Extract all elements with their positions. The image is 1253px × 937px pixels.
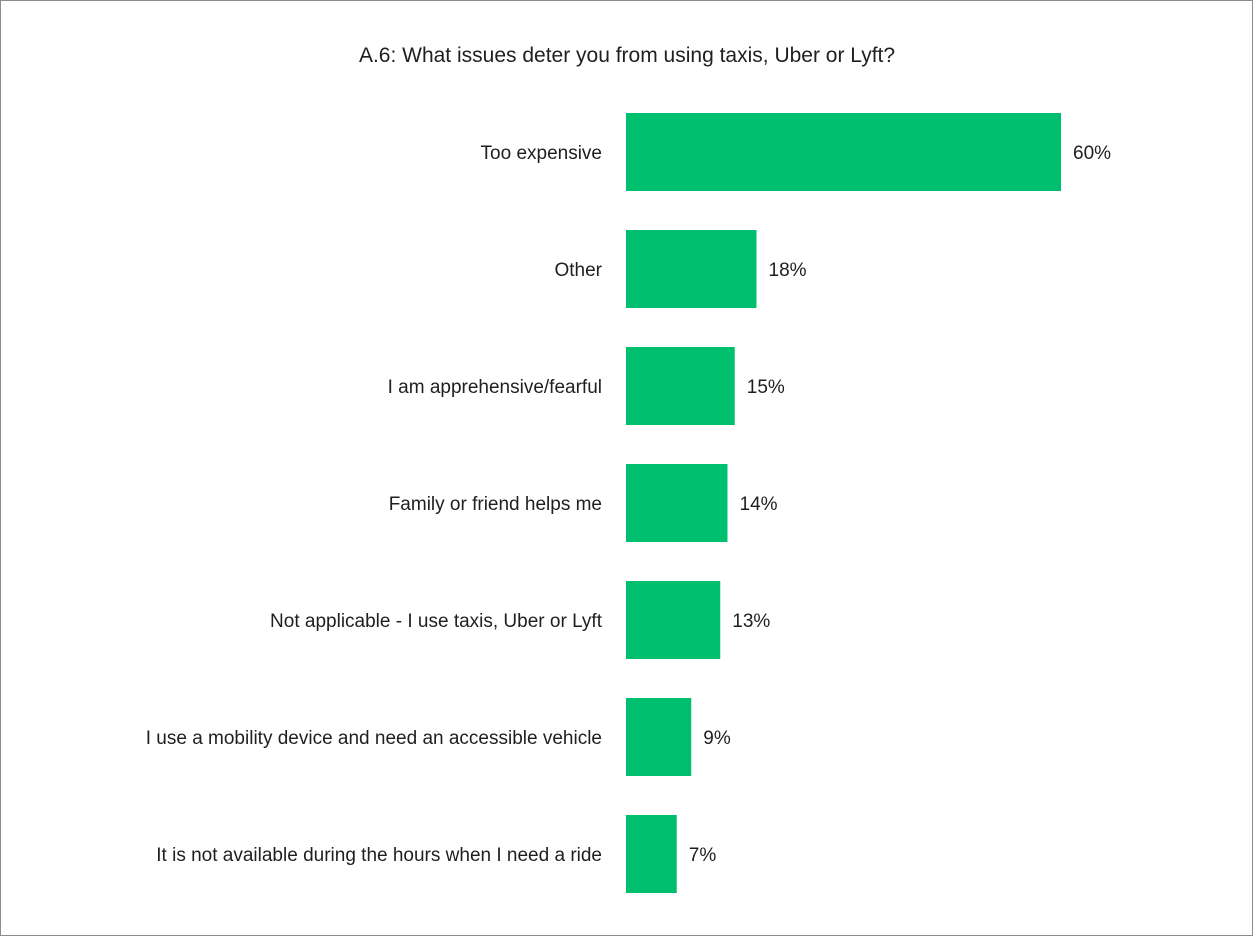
- category-label: Other: [554, 260, 602, 281]
- data-label: 7%: [689, 845, 717, 866]
- bar: [626, 464, 728, 542]
- data-label: 13%: [732, 611, 770, 632]
- data-label: 15%: [747, 377, 785, 398]
- bar: [626, 581, 721, 659]
- data-label: 18%: [769, 260, 807, 281]
- category-label: It is not available during the hours whe…: [156, 845, 602, 866]
- bar: [626, 698, 692, 776]
- bars-group: Too expensive 60% Other 18% I am apprehensiv…: [146, 113, 1111, 893]
- bar: [626, 113, 1061, 191]
- chart-title: A.6: What issues deter you from using ta…: [359, 44, 895, 67]
- bar: [626, 347, 735, 425]
- data-label: 14%: [740, 494, 778, 515]
- category-label: Family or friend helps me: [389, 494, 602, 515]
- category-label: I use a mobility device and need an acce…: [146, 728, 602, 749]
- bar: [626, 230, 757, 308]
- data-label: 9%: [703, 728, 731, 749]
- category-label: Too expensive: [481, 143, 602, 164]
- category-label: Not applicable - I use taxis, Uber or Ly…: [270, 611, 603, 632]
- data-label: 60%: [1073, 143, 1111, 164]
- category-label: I am apprehensive/fearful: [388, 377, 602, 398]
- bar: [626, 815, 677, 893]
